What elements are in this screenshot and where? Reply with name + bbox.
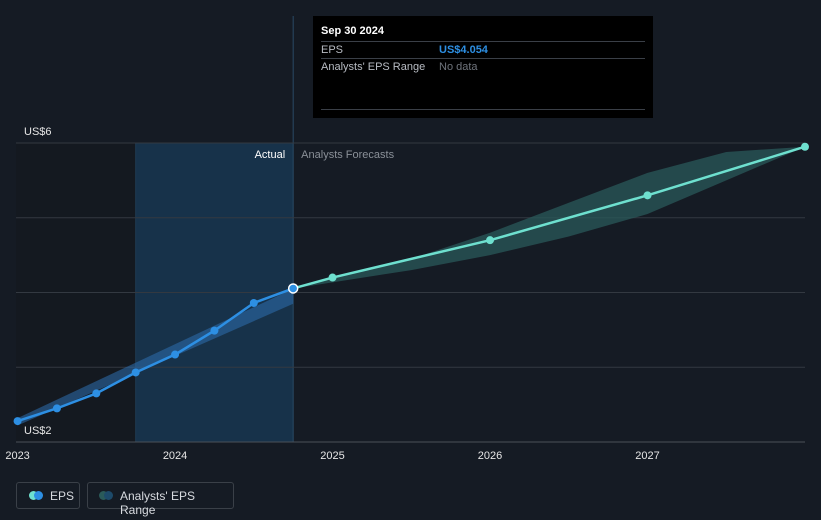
tooltip-range-row: Analysts' EPS Range No data (321, 58, 645, 76)
x-tick-label: 2026 (478, 450, 502, 462)
legend-range-label: Analysts' EPS Range (120, 489, 195, 517)
forecast-eps-point (486, 236, 495, 245)
y-tick-label-top: US$6 (24, 126, 52, 138)
actual-eps-point (171, 350, 180, 359)
x-tick-label: 2025 (320, 450, 344, 462)
actual-eps-point (13, 417, 22, 426)
x-tick-label: 2023 (5, 450, 29, 462)
tooltip: Sep 30 2024 EPS US$4.054 Analysts' EPS R… (313, 16, 653, 118)
actual-eps-line (17, 287, 294, 423)
forecast-range-band (293, 146, 805, 289)
actual-eps-point (52, 404, 61, 413)
legend-range-forecast-icon (99, 491, 108, 500)
forecast-label: Analysts Forecasts (301, 149, 394, 161)
legend-eps-actual-icon (34, 491, 43, 500)
actual-eps-point (210, 326, 219, 335)
actual-eps-point (287, 283, 299, 294)
y-tick-label-bottom: US$2 (24, 425, 52, 437)
forecast-eps-point (643, 191, 652, 200)
tooltip-range-value: No data (439, 61, 478, 73)
forecast-eps-point (328, 273, 337, 282)
legend-range-actual-icon (104, 491, 113, 500)
forecast-eps-point (801, 142, 809, 151)
tooltip-eps-value: US$4.054 (439, 44, 488, 56)
legend-eps[interactable]: EPS (16, 482, 80, 509)
x-tick-label: 2024 (163, 450, 187, 462)
legend-eps-forecast-icon (29, 491, 38, 500)
tooltip-eps-label: EPS (321, 44, 344, 56)
tooltip-divider (321, 109, 645, 110)
tooltip-eps-row: EPS US$4.054 (321, 41, 645, 59)
actual-eps-point (131, 368, 140, 377)
actual-label: Actual (255, 149, 286, 161)
x-tick-label: 2027 (635, 450, 659, 462)
legend-range[interactable]: Analysts' EPS Range (87, 482, 234, 517)
tooltip-range-label: Analysts' EPS Range (321, 61, 426, 73)
actual-eps-point (92, 389, 101, 398)
actual-eps-point (249, 298, 258, 307)
tooltip-date: Sep 30 2024 (321, 25, 384, 37)
legend-eps-label: EPS (50, 489, 75, 503)
